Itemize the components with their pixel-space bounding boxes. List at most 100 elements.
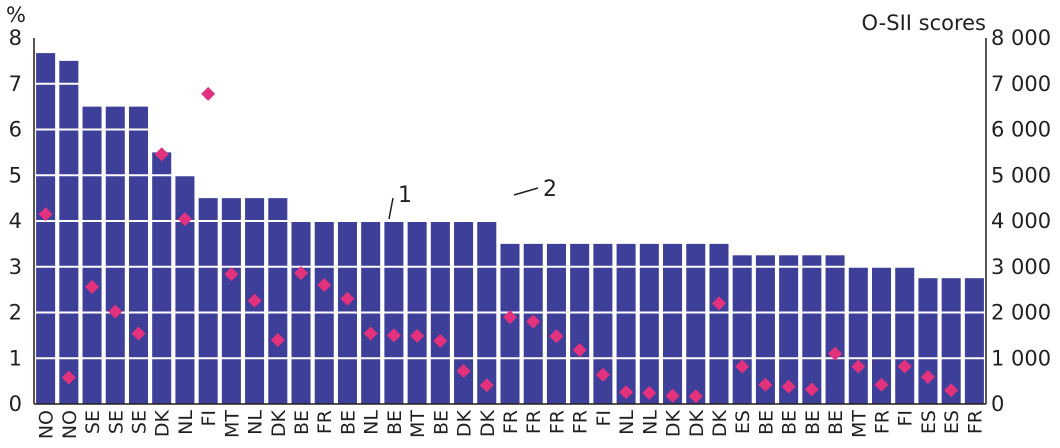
marker [201,86,216,101]
marker [503,310,517,325]
category-label: BE [825,410,847,435]
marker [177,212,192,227]
marker [711,296,726,311]
category-label: FR [872,410,894,434]
markers-layer [38,86,959,404]
marker [549,329,564,344]
bar [941,278,961,404]
category-label: DK [268,409,290,437]
category-label: NL [361,410,383,435]
category-label: DK [709,409,731,437]
category-label: DK [663,409,685,437]
marker [317,278,332,293]
left-tick-label: 6 [9,118,22,142]
category-label: MT [848,410,870,438]
annotation-1-leader [388,197,394,220]
right-tick-label: 2 000 [991,301,1051,325]
bar [755,255,775,404]
category-label: FR [314,410,336,434]
bar [128,106,149,405]
category-label: BE [755,410,777,435]
left-tick-label: 7 [9,72,22,96]
bar [616,243,636,405]
right-tick-label: 0 [991,392,1004,416]
left-tick-label: 0 [9,392,22,416]
right-tick-label: 3 000 [991,255,1051,279]
right-tick-label: 4 000 [991,209,1051,233]
bar [709,243,729,405]
category-label: BE [802,410,824,435]
category-label: ES [732,410,754,434]
annotation-1-label: 1 [398,183,412,208]
category-label: ES [918,410,940,434]
marker [688,389,703,404]
category-label: DK [686,409,708,437]
bar [221,198,241,405]
left-tick-label: 3 [9,255,22,279]
category-label: FR [570,410,592,434]
marker [572,343,587,358]
marker [294,266,309,281]
marker [270,332,285,347]
marker [61,370,76,385]
bar [802,255,822,404]
annotations: 1 2 [388,177,557,220]
marker [735,359,750,374]
category-label: DK [152,409,174,437]
marker [665,388,680,403]
annotation-2-leader [513,187,539,196]
right-tick-label: 5 000 [991,163,1051,187]
category-label: FI [593,410,615,427]
bar [825,255,845,404]
marker [410,328,425,343]
marker [758,377,773,392]
bar [593,243,613,405]
bar [198,198,218,405]
annotation-2-label: 2 [543,177,557,202]
bar [36,53,56,404]
bar [639,243,659,405]
category-label: DK [477,409,499,437]
marker [851,359,866,374]
left-tick-label: 4 [9,209,22,233]
bar [779,255,799,404]
bar [732,255,752,404]
category-label: FR [964,410,986,434]
category-label: MT [221,410,243,438]
marker [154,147,169,162]
bar [964,278,984,404]
marker [224,267,239,282]
category-label: BE [384,410,406,435]
marker [944,383,959,398]
bar [918,278,938,404]
category-label: BE [779,410,801,435]
right-tick-label: 6 000 [991,118,1051,142]
left-tick-label: 1 [9,346,22,370]
bar [848,266,868,404]
bar [570,243,590,405]
bar [895,266,915,404]
marker [363,326,378,341]
category-label: FR [500,410,522,434]
left-tick-label: 2 [9,301,22,325]
category-label: NL [616,410,638,435]
marker [897,359,912,374]
marker [247,293,262,308]
marker [642,386,657,401]
category-label: NO [36,410,58,439]
category-label: FI [895,410,917,427]
marker [920,370,935,385]
category-label: BE [291,410,313,435]
marker [433,333,448,348]
left-axis-unit: % [6,3,26,27]
right-axis-unit: O-SII scores [862,11,986,35]
category-label: DK [454,409,476,437]
marker [85,279,100,294]
bar [175,175,195,404]
category-label: MT [407,410,429,438]
category-label: NL [639,410,661,435]
category-label: FI [198,410,220,427]
right-tick-label: 8 000 [991,26,1051,50]
bar [663,243,683,405]
